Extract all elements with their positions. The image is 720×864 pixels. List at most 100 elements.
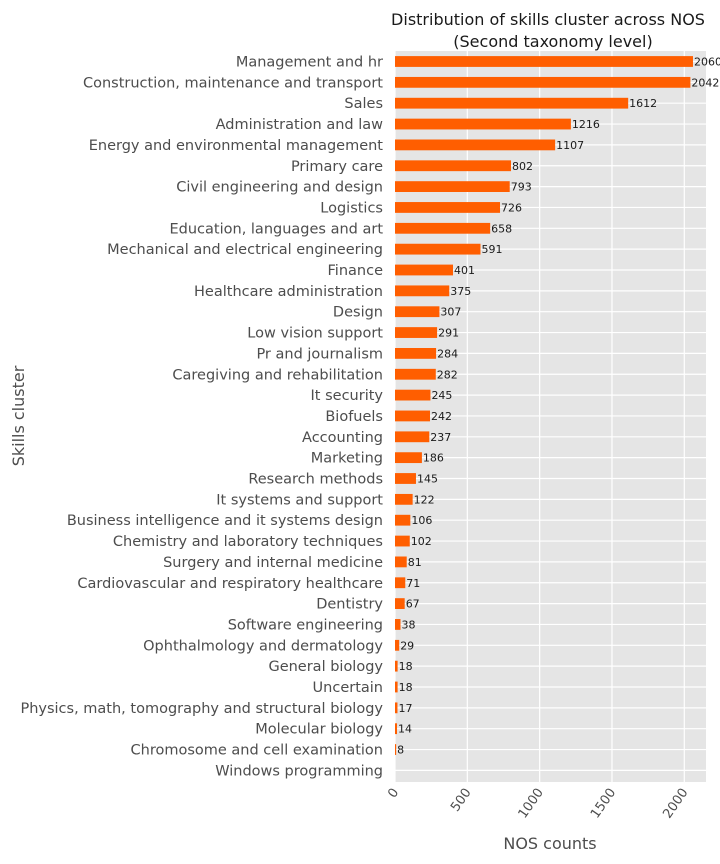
value-label: 102 [411, 535, 432, 548]
bar [395, 264, 454, 276]
bar [395, 97, 629, 109]
value-label: 291 [438, 327, 459, 340]
bar [395, 118, 571, 130]
category-label: Construction, maintenance and transport [83, 75, 383, 91]
value-label: 71 [406, 577, 420, 590]
category-label: Sales [344, 96, 383, 112]
value-label: 284 [437, 347, 458, 360]
bar [395, 473, 416, 484]
bar [395, 577, 406, 589]
category-label: Ophthalmology and dermatology [143, 638, 383, 654]
value-label: 29 [400, 639, 414, 652]
category-label: Administration and law [216, 117, 384, 133]
x-tick-label: 500 [448, 786, 475, 815]
value-label: 793 [511, 181, 532, 194]
value-label: 38 [401, 618, 415, 631]
bar [395, 410, 431, 422]
bar [395, 744, 397, 755]
category-label: Chromosome and cell examination [131, 743, 384, 759]
category-label: Civil engineering and design [176, 180, 383, 196]
value-label: 1107 [556, 139, 584, 152]
value-label: 375 [450, 285, 471, 298]
bar [395, 431, 430, 443]
value-label: 242 [431, 410, 452, 423]
category-label: Software engineering [228, 617, 383, 633]
category-labels: Management and hr Construction, maintenan… [20, 55, 383, 780]
x-tick-label: 1000 [516, 786, 547, 822]
bars [395, 56, 693, 755]
category-label: Logistics [320, 200, 383, 216]
bar [395, 368, 436, 380]
value-label: 145 [417, 473, 438, 486]
value-label: 8 [397, 744, 404, 757]
bar [395, 619, 401, 630]
category-label: Uncertain [313, 680, 383, 696]
bar [395, 452, 422, 464]
bar [395, 681, 398, 693]
category-label: Design [333, 305, 383, 321]
value-label: 1612 [629, 97, 657, 110]
bar [395, 348, 437, 359]
value-label: 14 [398, 723, 412, 736]
category-label: Pr and journalism [256, 346, 383, 362]
category-label: Physics, math, tomography and structural… [20, 701, 383, 717]
category-label: General biology [268, 659, 383, 675]
category-label: Caregiving and rehabilitation [172, 367, 383, 383]
value-label: 67 [406, 598, 420, 611]
value-label: 186 [423, 452, 444, 465]
y-axis-label: Skills cluster [9, 365, 28, 466]
bar [395, 202, 501, 213]
category-label: Surgery and internal medicine [163, 555, 383, 571]
value-label: 106 [411, 514, 432, 527]
bar [395, 76, 691, 88]
bar [395, 306, 440, 318]
value-label: 282 [437, 368, 458, 381]
value-label: 401 [454, 264, 475, 277]
category-label: Molecular biology [255, 722, 383, 738]
category-label: It systems and support [216, 492, 383, 508]
value-label: 17 [398, 702, 412, 715]
bar [395, 535, 410, 547]
bar [395, 556, 407, 568]
category-label: Primary care [291, 159, 383, 175]
category-label: Cardiovascular and respiratory healthcar… [77, 576, 383, 592]
category-label: Research methods [248, 472, 383, 488]
value-labels: 2060 2042 1612 1216 1107 802 793 726 658 591 401 37… [397, 56, 720, 757]
bar [395, 139, 556, 151]
category-label: Marketing [311, 451, 383, 467]
value-label: 2042 [691, 76, 719, 89]
category-label: Chemistry and laboratory techniques [113, 534, 383, 550]
x-tick-label: 1500 [588, 786, 619, 822]
bar [395, 598, 405, 609]
chart-title: Distribution of skills cluster across NO… [391, 10, 705, 29]
bar [395, 181, 510, 192]
chart-subtitle: (Second taxonomy level) [453, 32, 652, 51]
category-label: Mechanical and electrical engineering [107, 242, 383, 258]
category-label: Accounting [302, 430, 383, 446]
bar [395, 222, 491, 234]
value-label: 591 [481, 243, 502, 256]
bar [395, 56, 693, 67]
category-label: Low vision support [247, 326, 383, 342]
value-label: 1216 [572, 118, 600, 131]
bar [395, 723, 398, 735]
value-label: 658 [491, 222, 512, 235]
value-label: 802 [512, 160, 533, 173]
category-label: Healthcare administration [194, 284, 383, 300]
category-label: Management and hr [236, 55, 383, 71]
value-label: 726 [501, 201, 522, 214]
category-label: Energy and environmental management [89, 138, 384, 154]
bar [395, 639, 400, 651]
value-label: 122 [414, 493, 435, 506]
value-label: 18 [399, 660, 413, 673]
category-label: Finance [328, 263, 384, 279]
bar [395, 493, 413, 505]
bar [395, 389, 431, 401]
category-label: Windows programming [215, 763, 383, 779]
value-label: 307 [440, 306, 461, 319]
value-label: 81 [408, 556, 422, 569]
x-tick-label: 0 [385, 786, 402, 801]
x-axis-label: NOS counts [503, 834, 596, 853]
category-label: Business intelligence and it systems des… [67, 513, 383, 529]
